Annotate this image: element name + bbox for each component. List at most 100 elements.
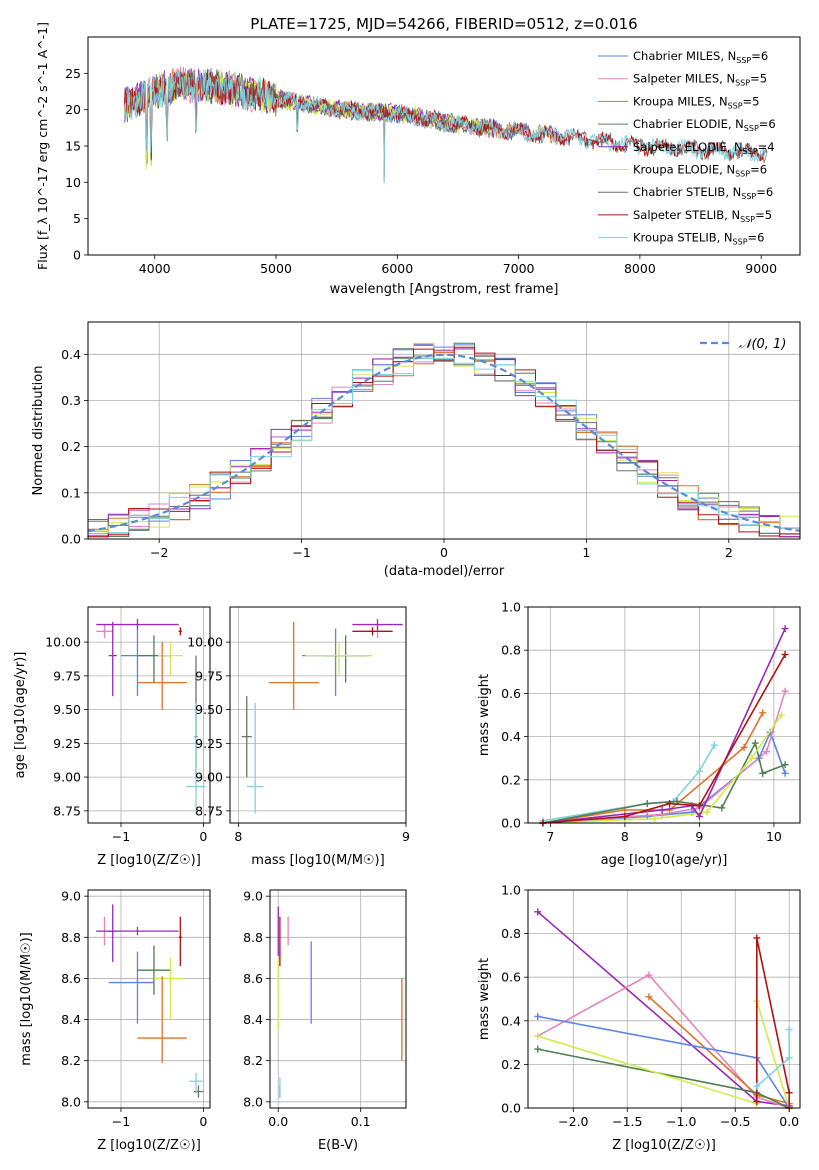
y-tick-label: 25: [65, 66, 81, 81]
y-tick-label: 0.2: [61, 439, 81, 454]
y-tick-label: 0: [73, 248, 81, 263]
y-tick-label: 8.8: [243, 930, 263, 945]
y-tick-label: 1.0: [501, 883, 521, 898]
x-tick-label: 0: [199, 829, 207, 844]
y-tick-label: 20: [65, 102, 81, 117]
spectrum-panel: Chabrier MILES, NSSP=6 Salpeter MILES, NS…: [35, 15, 801, 297]
y-axis-label: mass [log10(M/M☉)]: [19, 932, 34, 1065]
legend-label: 𝒩(0, 1): [739, 337, 786, 352]
legend-label: Chabrier MILES, NSSP=6: [633, 49, 768, 65]
weight-series-line: [542, 712, 764, 824]
x-tick-label: 8: [234, 829, 242, 844]
y-tick-label: 8.0: [243, 1094, 263, 1109]
x-tick-label: −1.0: [666, 1114, 696, 1129]
x-tick-label: 5000: [260, 261, 292, 276]
y-tick-label: 9.50: [195, 702, 223, 717]
histograms: [88, 342, 800, 538]
legend-label: Chabrier ELODIE, NSSP=6: [633, 117, 776, 133]
x-tick-label: 1: [582, 545, 590, 560]
y-tick-label: 8.4: [243, 1012, 263, 1027]
weight-vs-z-panel: −2.0 −1.5 −1.0 −0.5 0.0 0.0 0.2 0.4 0.6 0.8 1.0 Z […: [477, 883, 801, 1153]
legend-label: Salpeter STELIB, NSSP=5: [633, 208, 772, 224]
y-axis-label: Flux [f_λ 10^-17 erg cm^-2 s^-1 A^-1]: [35, 22, 50, 270]
y-tick-label: 0.6: [501, 970, 521, 985]
weight-series-line: [537, 1015, 790, 1109]
y-tick-label: 8.0: [61, 1094, 81, 1109]
y-tick-label: 9.75: [195, 668, 223, 683]
axes-frame: [269, 889, 407, 1109]
chart-title: PLATE=1725, MJD=54266, FIBERID=0512, z=0…: [250, 15, 637, 33]
x-tick-label: −1: [292, 545, 310, 560]
x-tick-label: −2: [150, 545, 168, 560]
weight-series-line: [537, 1048, 790, 1109]
spectrum-legend: Chabrier MILES, NSSP=6 Salpeter MILES, NS…: [598, 49, 776, 247]
y-tick-label: 8.4: [61, 1012, 81, 1027]
y-tick-label: 0.4: [61, 347, 81, 362]
x-tick-label: 9000: [745, 261, 777, 276]
age-vs-mass-panel: 8 9 8.75 9.00 9.25 9.50 9.75 10.00 mass [log10(M…: [187, 606, 410, 868]
y-tick-label: 8.6: [243, 971, 263, 986]
y-tick-label: 9.25: [53, 736, 81, 751]
y-tick-label: 10.00: [45, 635, 81, 650]
weight-series-line: [756, 937, 790, 1108]
y-tick-label: 0.8: [501, 926, 521, 941]
x-tick-label: −1: [112, 829, 130, 844]
y-tick-label: 0.4: [501, 1013, 521, 1028]
y-tick-label: 0.8: [501, 643, 521, 658]
y-tick-label: 9.00: [53, 770, 81, 785]
x-tick-label: −1.5: [612, 1114, 642, 1129]
x-axis-label: age [log10(age/yr)]: [601, 853, 728, 868]
y-tick-label: 9.50: [53, 702, 81, 717]
axes-frame: [87, 889, 211, 1109]
x-tick-label: 8: [621, 829, 629, 844]
y-tick-label: 0.4: [501, 729, 521, 744]
normal-curve: [88, 353, 800, 532]
axes-frame: [527, 606, 801, 824]
y-tick-label: 0.0: [61, 532, 81, 547]
x-tick-label: 9: [695, 829, 703, 844]
x-axis-label: mass [log10(M/M☉)]: [251, 853, 384, 868]
y-tick-label: 10: [65, 175, 81, 190]
x-axis-label: Z [log10(Z/Z☉)]: [97, 1138, 201, 1153]
y-axis-label: mass weight: [477, 958, 492, 1040]
y-tick-label: 0.0: [501, 1101, 521, 1116]
x-axis-label: E(B-V): [318, 1138, 358, 1153]
y-tick-label: 8.75: [53, 803, 81, 818]
legend-label: Salpeter MILES, NSSP=5: [633, 72, 767, 88]
y-tick-label: 9.0: [61, 889, 81, 904]
y-axis-label: age [log10(age/yr)]: [13, 652, 28, 779]
spectrum-series-line: [124, 68, 768, 184]
y-tick-label: 0.2: [501, 772, 521, 787]
axes-frame: [527, 889, 801, 1109]
spectrum-lines: [124, 66, 768, 184]
x-axis-label: Z [log10(Z/Z☉)]: [97, 853, 201, 868]
weight-series-line: [542, 628, 786, 824]
y-tick-label: 9.75: [53, 668, 81, 683]
y-tick-label: 15: [65, 139, 81, 154]
y-tick-label: 0.6: [501, 686, 521, 701]
age-vs-z-panel: −1 0 8.75 9.00 9.25 9.50 9.75 10.00 Z [log10(Z/Z…: [13, 606, 211, 868]
x-tick-label: 2: [725, 545, 733, 560]
x-tick-label: 9: [402, 829, 410, 844]
y-tick-label: 8.8: [61, 930, 81, 945]
y-tick-label: 8.2: [243, 1053, 263, 1068]
axes-frame: [87, 606, 211, 824]
y-tick-label: 8.2: [61, 1053, 81, 1068]
y-tick-label: 1.0: [501, 600, 521, 615]
y-tick-label: 5: [73, 211, 81, 226]
y-tick-label: 0.2: [501, 1057, 521, 1072]
x-tick-label: 0.0: [268, 1114, 288, 1129]
weight-series-line: [537, 911, 790, 1107]
y-tick-label: 0.0: [501, 816, 521, 831]
legend-label: Kroupa ELODIE, NSSP=6: [633, 163, 767, 179]
x-axis-label: Z [log10(Z/Z☉)]: [612, 1138, 716, 1153]
weight-series-line: [542, 740, 786, 824]
legend-label: Kroupa STELIB, NSSP=6: [633, 231, 764, 247]
x-tick-label: 8000: [624, 261, 656, 276]
y-tick-label: 8.6: [61, 971, 81, 986]
axes-frame: [229, 606, 407, 824]
spectrum-series-line: [124, 68, 495, 163]
x-tick-label: 0: [440, 545, 448, 560]
legend-label: Chabrier STELIB, NSSP=6: [633, 185, 773, 201]
